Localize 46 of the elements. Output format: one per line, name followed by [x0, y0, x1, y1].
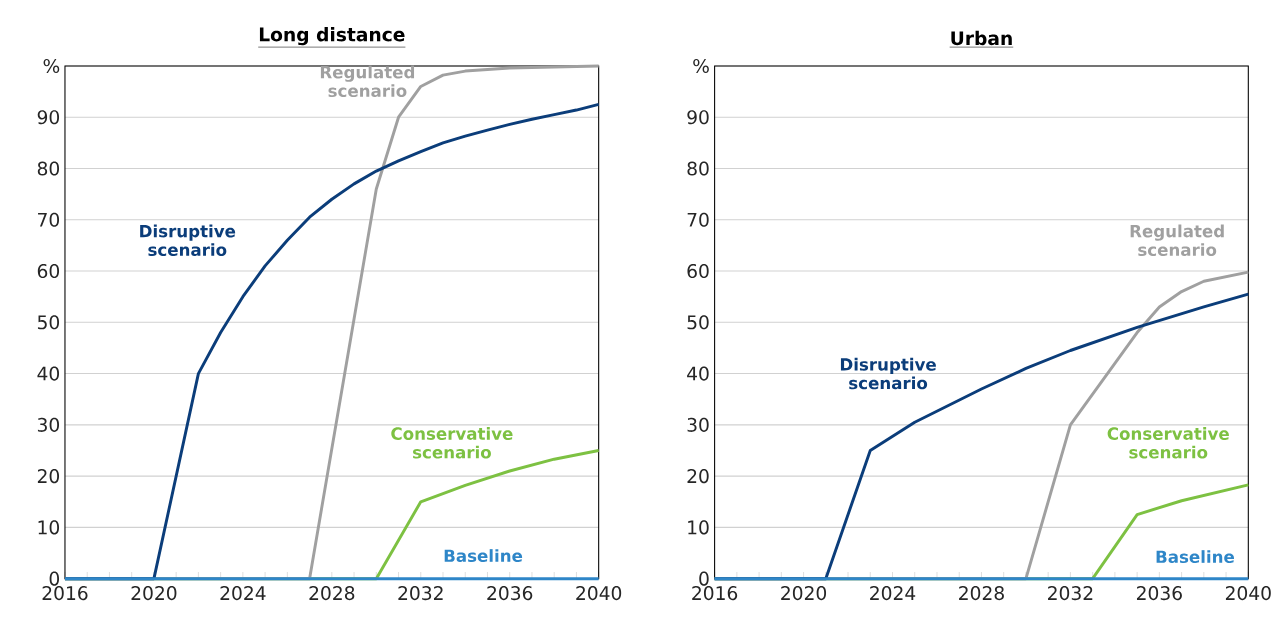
y-tick-label: 50 — [687, 315, 709, 330]
y-tick-label: 30 — [37, 417, 60, 433]
y-tick-label: 90 — [37, 110, 60, 125]
series-label: Conservative scenario — [391, 427, 513, 459]
y-tick-label: 70 — [687, 212, 709, 227]
x-tick-label: 2032 — [1048, 586, 1093, 601]
y-tick-label: 0 — [699, 571, 709, 586]
x-tick-label: 2032 — [398, 586, 443, 601]
series-label: Regulated scenario — [320, 65, 415, 98]
x-tick-label: 2040 — [576, 586, 622, 601]
y-tick-label: % — [693, 59, 709, 74]
x-tick-label: 2028 — [959, 586, 1004, 601]
y-tick-label: 50 — [37, 315, 60, 330]
x-tick-label: 2028 — [309, 586, 355, 601]
y-tick-label: 20 — [687, 469, 709, 484]
x-tick-label: 2020 — [781, 586, 827, 601]
y-tick-label: 40 — [687, 366, 709, 381]
series-label: Disruptive scenario — [140, 224, 236, 257]
x-tick-label: 2040 — [1225, 586, 1271, 601]
x-tick-label: 2024 — [870, 586, 916, 601]
series-label: Baseline — [1156, 550, 1234, 564]
y-tick-label: 30 — [687, 417, 709, 433]
y-tick-label: 10 — [38, 520, 60, 535]
y-tick-label: 10 — [688, 520, 709, 535]
series-label: Conservative scenario — [1107, 427, 1229, 459]
y-tick-label: 40 — [37, 366, 60, 381]
y-tick-label: 20 — [37, 469, 60, 484]
y-tick-label: 80 — [37, 161, 60, 176]
y-tick-label: 0 — [49, 571, 60, 586]
y-tick-label: 60 — [37, 264, 60, 279]
y-tick-label: % — [43, 59, 60, 74]
y-tick-label: 90 — [687, 110, 709, 125]
y-tick-label: 80 — [687, 161, 709, 176]
chart-title: Urban — [951, 30, 1012, 46]
y-tick-label: 70 — [38, 212, 60, 227]
chart-title: Long distance — [259, 27, 405, 46]
y-tick-label: 60 — [687, 264, 709, 279]
x-tick-label: 2020 — [131, 586, 177, 601]
x-tick-label: 2036 — [1136, 586, 1182, 601]
series-label: Disruptive scenario — [840, 357, 936, 390]
series-label: Baseline — [444, 549, 523, 563]
x-tick-label: 2016 — [692, 586, 738, 601]
x-tick-label: 2036 — [487, 586, 533, 601]
x-tick-label: 2024 — [220, 586, 266, 601]
x-tick-label: 2016 — [42, 586, 88, 601]
series-label: Regulated scenario — [1130, 224, 1224, 257]
